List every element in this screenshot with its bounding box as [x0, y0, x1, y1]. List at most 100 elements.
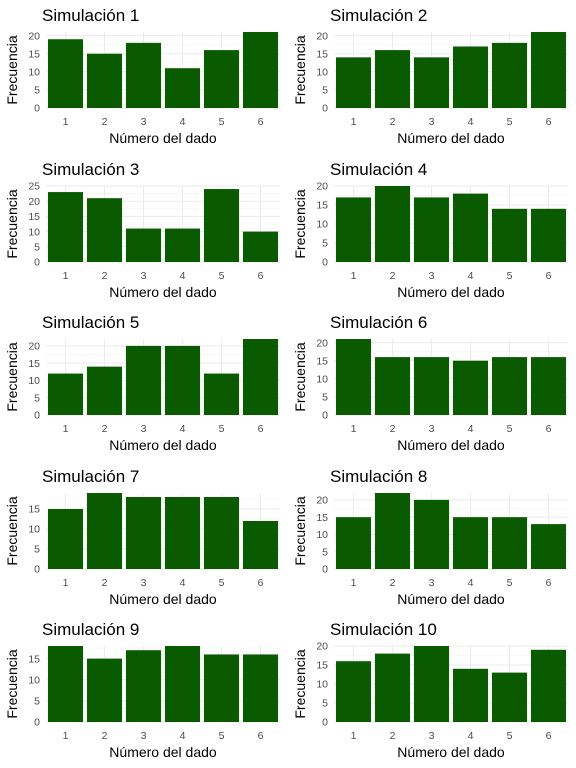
x-tick-label: 5: [219, 577, 225, 589]
y-tick-label: 5: [322, 85, 328, 97]
y-tick-label: 10: [28, 67, 40, 79]
bar-3: [125, 496, 162, 569]
y-tick-label: 20: [316, 494, 328, 506]
bar-5: [203, 496, 240, 569]
chart-title: Simulación 6: [330, 313, 427, 332]
x-tick-label: 4: [468, 730, 474, 742]
y-tick-label: 10: [28, 375, 40, 387]
x-axis-label: Número del dado: [397, 591, 505, 607]
bar-3: [125, 346, 162, 416]
chart-svg: 0 5 10 15 20 1 2 3 4 5 6 Simulación 8 Número del dad…: [292, 467, 568, 607]
chart-panel-1: 0 5 10 15 20 1 2 3 4 5 6 Simulación 1 Número del dad…: [0, 0, 288, 154]
chart-title: Simulación 10: [330, 620, 437, 639]
x-tick-label: 1: [351, 270, 357, 282]
x-tick-label: 3: [429, 116, 435, 128]
x-tick-label: 1: [63, 270, 69, 282]
chart-panel-4: 0 5 10 15 20 1 2 3 4 5 6 Simulación 4 Número del dad…: [288, 154, 576, 308]
x-tick-label: 4: [180, 730, 186, 742]
chart-svg: 0 5 10 15 20 1 2 3 4 5 6 Simulación 5 Número del dad…: [4, 313, 280, 453]
x-tick-label: 2: [390, 577, 396, 589]
x-axis-label: Número del dado: [397, 437, 505, 453]
bar-2: [86, 659, 123, 723]
x-tick-label: 6: [258, 116, 264, 128]
bar-2: [374, 185, 411, 262]
y-axis-label: Frecuencia: [4, 342, 20, 411]
bar-5: [491, 516, 528, 569]
y-tick-label: 20: [28, 341, 40, 353]
x-tick-label: 5: [507, 116, 513, 128]
chart-panel-9: 0 5 10 15 1 2 3 4 5 6 Simulación 9 Número del dado F…: [0, 614, 288, 768]
bar-4: [164, 646, 201, 723]
y-tick-label: 15: [28, 503, 40, 515]
x-tick-label: 5: [219, 730, 225, 742]
bar-4: [452, 669, 489, 723]
y-tick-label: 5: [34, 241, 40, 253]
y-axis-label: Frecuencia: [292, 496, 308, 565]
y-tick-label: 5: [34, 696, 40, 708]
y-tick-label: 15: [28, 211, 40, 223]
x-tick-label: 3: [141, 270, 147, 282]
y-tick-label: 10: [28, 675, 40, 687]
bar-6: [530, 523, 567, 569]
y-tick-label: 15: [316, 660, 328, 672]
chart-svg: 0 5 10 15 20 1 2 3 4 5 6 Simulación 1 Número del dad…: [4, 6, 280, 146]
bar-1: [335, 661, 372, 723]
x-tick-label: 2: [102, 730, 108, 742]
bar-1: [47, 646, 84, 723]
x-tick-label: 2: [102, 270, 108, 282]
x-tick-label: 6: [546, 116, 552, 128]
bar-3: [125, 650, 162, 723]
y-tick-label: 0: [34, 563, 40, 575]
x-tick-label: 5: [219, 270, 225, 282]
bar-5: [491, 42, 528, 108]
bar-2: [86, 366, 123, 416]
x-tick-label: 4: [468, 116, 474, 128]
y-tick-label: 0: [322, 563, 328, 575]
y-axis-label: Frecuencia: [292, 35, 308, 104]
chart-panel-5: 0 5 10 15 20 1 2 3 4 5 6 Simulación 5 Número del dad…: [0, 307, 288, 461]
x-tick-label: 2: [390, 423, 396, 435]
bar-5: [203, 373, 240, 416]
x-tick-label: 1: [63, 116, 69, 128]
chart-svg: 0 5 10 15 20 1 2 3 4 5 6 Simulación 10 Número del da…: [292, 620, 568, 760]
x-tick-label: 4: [468, 577, 474, 589]
x-tick-label: 6: [546, 270, 552, 282]
y-tick-label: 0: [34, 717, 40, 729]
y-tick-label: 10: [316, 67, 328, 79]
x-tick-label: 4: [180, 577, 186, 589]
y-axis-label: Frecuencia: [4, 189, 20, 258]
x-tick-label: 3: [429, 423, 435, 435]
x-tick-label: 2: [102, 577, 108, 589]
x-tick-label: 6: [258, 423, 264, 435]
bar-2: [86, 53, 123, 108]
bar-2: [86, 197, 123, 262]
bar-3: [413, 196, 450, 262]
x-tick-label: 6: [258, 730, 264, 742]
bar-1: [47, 191, 84, 262]
y-tick-label: 10: [316, 679, 328, 691]
chart-svg: 0 5 10 15 20 1 2 3 4 5 6 Simulación 6 Número del dad…: [292, 313, 568, 453]
bar-1: [47, 39, 84, 108]
x-tick-label: 3: [141, 730, 147, 742]
y-tick-label: 15: [316, 199, 328, 211]
chart-title: Simulación 9: [42, 620, 139, 639]
x-tick-label: 6: [546, 577, 552, 589]
bar-2: [374, 50, 411, 108]
x-axis-label: Número del dado: [397, 284, 505, 300]
bar-1: [335, 196, 372, 262]
bar-4: [164, 68, 201, 108]
chart-svg: 0 5 10 15 20 25 1 2 3 4 5 6 Simulación 3 Número del d…: [4, 160, 280, 300]
y-axis-label: Frecuencia: [4, 650, 20, 719]
y-tick-label: 0: [34, 410, 40, 422]
chart-svg: 0 5 10 15 1 2 3 4 5 6 Simulación 7 Número del dado F…: [4, 467, 280, 607]
x-tick-label: 2: [102, 116, 108, 128]
y-tick-label: 10: [28, 523, 40, 535]
x-tick-label: 3: [141, 423, 147, 435]
chart-panel-10: 0 5 10 15 20 1 2 3 4 5 6 Simulación 10 Número del da…: [288, 614, 576, 768]
bar-5: [491, 357, 528, 416]
x-axis-label: Número del dado: [397, 744, 505, 760]
y-tick-label: 5: [34, 85, 40, 97]
y-tick-label: 15: [28, 654, 40, 666]
chart-panel-3: 0 5 10 15 20 25 1 2 3 4 5 6 Simulación 3 Número del d…: [0, 154, 288, 308]
